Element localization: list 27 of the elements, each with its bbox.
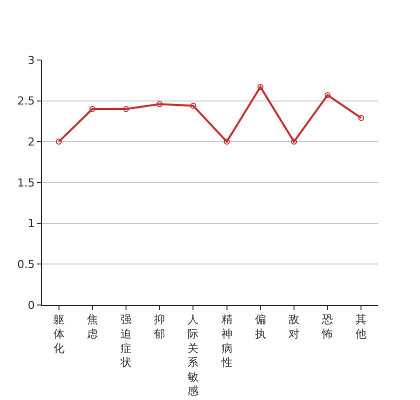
x-tick-label: 强迫症状	[120, 313, 132, 370]
point	[56, 138, 62, 145]
y-tick-label: 2.5	[17, 94, 35, 108]
x-tick-label: 其他	[356, 313, 367, 340]
x-tick-label: 精神病性	[220, 313, 232, 370]
x-tick-label: 焦虑	[86, 313, 98, 340]
y-tick-label: 3	[28, 54, 35, 67]
x-tick-label: 躯体化	[53, 313, 64, 355]
y-tick-label: 0.5	[17, 258, 35, 272]
x-tick-label: 恐怖	[321, 313, 334, 340]
x-tick-label: 敌对	[288, 313, 300, 340]
point	[123, 106, 129, 112]
point	[324, 92, 331, 98]
point	[224, 138, 230, 145]
x-tick-label: 抑郁	[154, 313, 166, 340]
x-tick-label: 人际关系敏感	[188, 313, 199, 398]
point	[291, 138, 297, 145]
point	[89, 106, 96, 112]
y-tick-label: 1	[28, 217, 35, 230]
y-tick-label: 1.5	[17, 176, 35, 190]
point	[190, 102, 196, 109]
y-tick-label: 0	[28, 298, 35, 312]
point	[156, 101, 163, 108]
y-tick-label: 2	[28, 136, 35, 149]
point	[358, 114, 364, 121]
point	[257, 84, 264, 90]
x-tick-label: 偏执	[254, 313, 266, 340]
